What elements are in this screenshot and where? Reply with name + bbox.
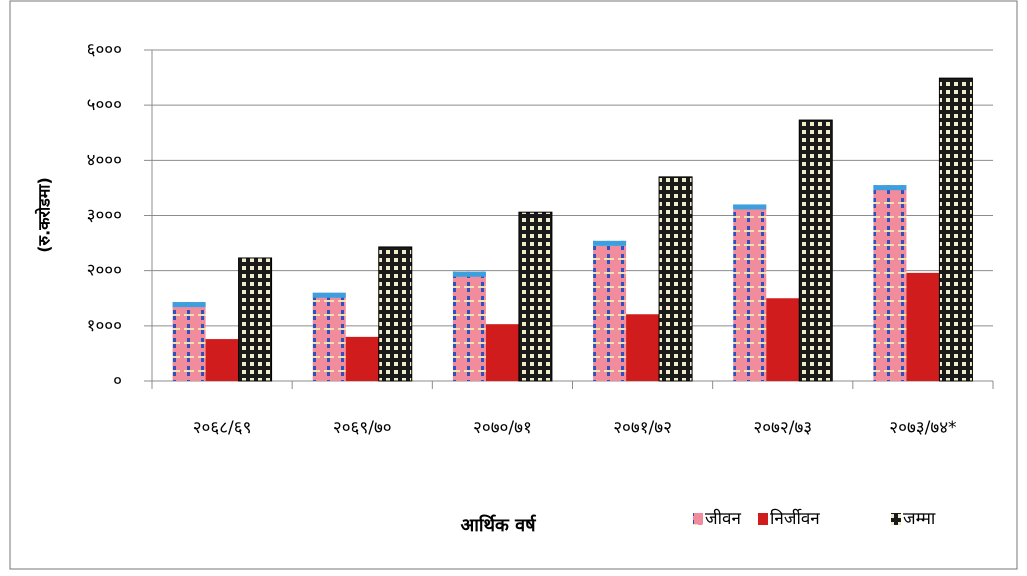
- x-axis-title: आर्थिक वर्ष: [460, 514, 536, 536]
- y-tick-label: ५०००: [87, 95, 122, 115]
- y-tick-label: ०: [113, 371, 122, 391]
- x-tick-label: २०७०/७१: [473, 418, 532, 438]
- y-axis-title: (रु.करोडमा): [35, 177, 54, 253]
- bar-cap: [452, 271, 486, 277]
- y-tick-label: ३०००: [87, 206, 122, 226]
- legend-label: जीवन: [705, 508, 741, 529]
- bar: [733, 204, 767, 381]
- bar-cap: [593, 240, 627, 246]
- x-tick-label: २०६८/६९: [193, 418, 252, 438]
- x-tick-label: २०६९/७०: [333, 418, 392, 438]
- bar: [485, 324, 519, 381]
- x-tick-label: २०७१/७२: [613, 418, 672, 438]
- x-tick-label: २०७२/७३: [753, 418, 812, 438]
- bar-cap: [172, 302, 206, 308]
- bar: [345, 336, 379, 381]
- y-tick-label: १०००: [87, 316, 122, 336]
- bar: [766, 298, 800, 381]
- bar: [798, 119, 833, 382]
- bar: [658, 176, 693, 382]
- bar: [518, 211, 553, 382]
- chart-border: [9, 0, 1018, 570]
- bar: [172, 302, 206, 381]
- bar: [873, 185, 907, 381]
- bar: [626, 314, 660, 381]
- bar-cap: [733, 204, 767, 210]
- bar: [593, 240, 627, 381]
- bar: [312, 292, 346, 381]
- legend-swatch: [891, 513, 901, 525]
- bar: [452, 271, 486, 381]
- bar-cap: [312, 292, 346, 298]
- legend-label: निर्जीवन: [770, 508, 820, 529]
- bar: [238, 257, 273, 382]
- bar-cap: [873, 185, 907, 191]
- y-tick-label: ४०००: [87, 150, 122, 170]
- y-tick-label: २०००: [87, 261, 122, 281]
- y-tick-label: ६०००: [87, 40, 122, 60]
- bar: [906, 272, 940, 381]
- legend-swatch: [758, 513, 768, 525]
- legend-swatch: [693, 513, 703, 525]
- x-tick-label: २०७३/७४*: [889, 418, 956, 438]
- bar: [205, 339, 239, 381]
- legend-label: जम्मा: [903, 509, 936, 529]
- bar: [938, 77, 973, 382]
- bar: [378, 246, 413, 382]
